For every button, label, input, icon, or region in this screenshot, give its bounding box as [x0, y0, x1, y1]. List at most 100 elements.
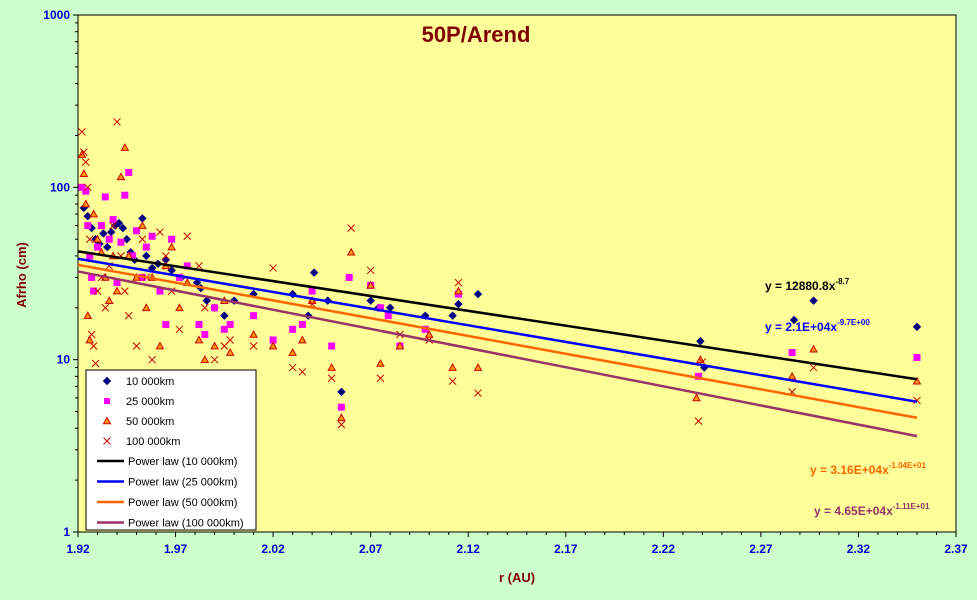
square-shape: [250, 312, 258, 320]
data-point: [395, 341, 405, 350]
square-shape: [129, 252, 137, 260]
cross-stroke: [91, 359, 100, 368]
data-point: [148, 232, 156, 240]
data-point: [99, 229, 108, 238]
data-point: [200, 303, 209, 312]
legend: 10 000km 25 000km 50 000km 100 000km Power l…: [85, 369, 257, 531]
triangle-shape: [327, 363, 336, 371]
triangle-shape: [155, 341, 165, 350]
legend-label: 100 000km: [126, 436, 180, 448]
diamond-shape: [99, 229, 108, 238]
data-point: [337, 413, 346, 422]
diamond-shape: [337, 387, 346, 397]
data-point: [83, 311, 93, 319]
square-shape: [201, 330, 209, 338]
data-point: [473, 363, 483, 371]
data-point: [120, 287, 129, 295]
data-point: [337, 403, 345, 411]
data-point: [83, 211, 92, 221]
data-point: [105, 235, 113, 243]
data-point: [210, 355, 219, 364]
x-tick-label: 1.92: [66, 542, 90, 556]
triangle-shape: [454, 286, 463, 295]
cross-stroke: [809, 363, 818, 372]
data-point: [101, 193, 109, 201]
cross-stroke: [183, 232, 192, 241]
cross-stroke: [85, 235, 94, 244]
trendline-equation: y = 3.16E+04x-1.04E+01: [810, 461, 926, 477]
data-point: [97, 222, 105, 230]
triangle-shape: [112, 286, 122, 295]
data-point: [125, 168, 133, 176]
square-shape: [78, 183, 86, 191]
diamond-shape: [366, 296, 375, 305]
data-point: [454, 278, 463, 287]
y-axis: 1 10 100 1000: [43, 8, 78, 539]
square-shape: [308, 287, 316, 295]
data-point: [85, 235, 94, 244]
chart-title: 50P/Arend: [422, 22, 531, 47]
data-point: [129, 252, 137, 260]
diamond-shape: [118, 223, 128, 233]
square-shape: [337, 403, 345, 411]
diamond-shape: [122, 235, 131, 244]
square-shape: [105, 235, 113, 243]
data-point: [78, 127, 86, 136]
data-point: [366, 280, 376, 289]
equation-base: y = 3.16E+04x: [810, 463, 889, 477]
data-point: [309, 268, 319, 277]
triangle-shape: [249, 329, 258, 338]
trendline-equation: y = 4.65E+04x-1.11E+01: [814, 502, 930, 518]
data-point: [138, 235, 147, 244]
series-100-000km: [78, 117, 921, 429]
data-point: [168, 235, 176, 243]
triangle-shape: [167, 242, 177, 251]
diamond-shape: [809, 296, 818, 305]
data-point: [249, 329, 258, 338]
data-point: [692, 393, 701, 402]
legend-marker: [103, 437, 111, 445]
data-point: [79, 148, 88, 157]
cross-stroke: [220, 342, 229, 350]
data-point: [156, 287, 164, 295]
data-point: [148, 355, 156, 364]
data-point: [195, 320, 203, 328]
cross-stroke: [138, 235, 147, 244]
square-shape: [125, 168, 133, 176]
data-point: [109, 216, 117, 224]
data-point: [912, 322, 922, 332]
x-tick-label: 2.12: [457, 542, 481, 556]
x-tick-label: 2.07: [359, 542, 383, 556]
square-shape: [86, 252, 94, 260]
data-point: [122, 235, 131, 244]
square-shape: [109, 216, 117, 224]
y-axis-label: Afrho (cm): [14, 242, 29, 308]
fit-line: [77, 263, 918, 420]
data-point: [175, 273, 183, 281]
square-shape: [220, 325, 228, 333]
triangle-shape: [102, 416, 112, 425]
data-point: [200, 355, 210, 363]
legend-label: Power law (10 000km): [128, 456, 237, 468]
square-shape: [788, 349, 796, 357]
triangle-shape: [337, 413, 346, 422]
triangle-shape: [138, 221, 147, 229]
data-point: [156, 228, 164, 236]
equation-exponent: -9.7E+00: [837, 318, 870, 327]
data-point: [269, 264, 277, 272]
cross-stroke: [156, 228, 164, 236]
data-point: [155, 341, 165, 350]
square-shape: [94, 243, 102, 251]
square-shape: [117, 238, 125, 246]
triangle-shape: [787, 371, 797, 380]
data-point: [142, 243, 150, 251]
data-point: [327, 374, 336, 383]
diamond-shape: [103, 242, 112, 252]
data-point: [787, 371, 797, 380]
data-point: [141, 303, 151, 312]
cross-stroke: [120, 287, 129, 295]
trendline-equation: y = 2.1E+04x-9.7E+00: [765, 318, 870, 334]
cross-stroke: [161, 252, 170, 260]
triangle-shape: [298, 335, 307, 344]
triangle-shape: [225, 348, 235, 356]
